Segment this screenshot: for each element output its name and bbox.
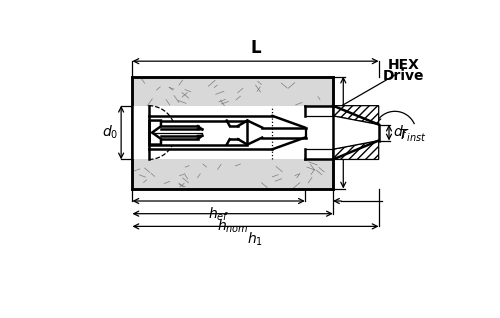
FancyBboxPatch shape bbox=[161, 126, 198, 139]
Text: L: L bbox=[250, 39, 261, 57]
Polygon shape bbox=[333, 141, 378, 159]
Text: $h_{nom}$: $h_{nom}$ bbox=[217, 218, 248, 235]
FancyBboxPatch shape bbox=[132, 106, 150, 159]
Text: $d_f$: $d_f$ bbox=[392, 124, 408, 141]
Polygon shape bbox=[150, 121, 161, 145]
Text: $h_{ef}$: $h_{ef}$ bbox=[208, 205, 230, 223]
Text: $d_0$: $d_0$ bbox=[102, 124, 118, 141]
Polygon shape bbox=[333, 116, 378, 149]
FancyBboxPatch shape bbox=[148, 106, 334, 159]
FancyBboxPatch shape bbox=[305, 149, 333, 159]
FancyBboxPatch shape bbox=[305, 106, 333, 116]
Polygon shape bbox=[333, 106, 378, 125]
Text: $t_{fix}$: $t_{fix}$ bbox=[347, 124, 366, 141]
FancyBboxPatch shape bbox=[132, 77, 333, 189]
Text: Drive: Drive bbox=[383, 69, 424, 83]
Text: $T_{inst}$: $T_{inst}$ bbox=[398, 128, 427, 144]
FancyBboxPatch shape bbox=[149, 121, 248, 145]
Text: HEX: HEX bbox=[388, 58, 420, 72]
Text: $h_1$: $h_1$ bbox=[248, 231, 264, 248]
